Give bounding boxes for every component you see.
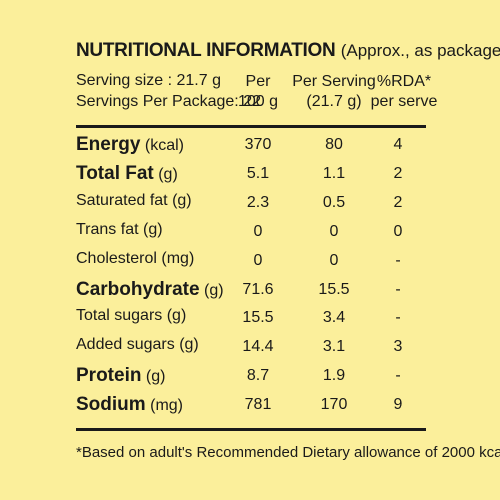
header-rda-line2: per serve bbox=[370, 93, 438, 110]
nutrient-per100-value: 0 bbox=[253, 222, 263, 240]
nutrient-label: Trans fat bbox=[76, 220, 139, 238]
servings-per-package: Servings Per Package: 22 bbox=[76, 93, 261, 110]
nutrient-serving-value: 0 bbox=[329, 251, 339, 269]
nutrient-name: Trans fat (g) bbox=[76, 221, 163, 239]
nutrient-unit: (mg) bbox=[150, 397, 184, 415]
nutrient-serving-value: 1.9 bbox=[322, 367, 346, 385]
nutrient-per100-value: 5.1 bbox=[246, 164, 270, 182]
nutrient-name: Total Fat (g) bbox=[76, 163, 178, 185]
title-bold: NUTRITIONAL INFORMATION bbox=[76, 40, 336, 61]
nutrient-name: Cholesterol (mg) bbox=[76, 250, 194, 268]
header-per-100g-line2: 100 g bbox=[237, 93, 279, 110]
nutrient-serving-value: 0 bbox=[329, 222, 339, 240]
nutrient-unit: (mg) bbox=[161, 249, 195, 267]
header-rda: %RDA* per serve bbox=[364, 72, 444, 112]
label-title: NUTRITIONAL INFORMATION (Approx., as pac… bbox=[76, 40, 500, 62]
nutrient-label: Total Fat bbox=[76, 162, 154, 184]
nutrient-serving-value: 170 bbox=[320, 396, 348, 414]
serving-size: Serving size : 21.7 g bbox=[76, 72, 221, 89]
nutrient-name: Added sugars (g) bbox=[76, 336, 199, 354]
header-per-serving-line2: (21.7 g) bbox=[306, 93, 362, 110]
nutrient-label: Carbohydrate bbox=[76, 278, 200, 300]
nutrient-rda-value: - bbox=[395, 280, 401, 298]
nutrient-per100-value: 15.5 bbox=[242, 309, 274, 327]
nutrient-label: Sodium bbox=[76, 394, 146, 416]
header-divider bbox=[76, 125, 426, 128]
nutrient-name: Protein (g) bbox=[76, 365, 165, 387]
nutrient-name: Total sugars (g) bbox=[76, 307, 186, 325]
nutrient-label: Saturated fat bbox=[76, 191, 168, 209]
nutrient-per100-value: 0 bbox=[253, 251, 263, 269]
title-note: (Approx., as packaged) bbox=[340, 41, 500, 60]
header-per-100g-line1: Per bbox=[245, 73, 271, 90]
nutrient-rda-value: 4 bbox=[393, 136, 403, 153]
nutrient-per100-value: 71.6 bbox=[242, 280, 274, 298]
footer-divider bbox=[76, 428, 426, 431]
nutrient-unit: (g) bbox=[143, 220, 163, 238]
nutrient-per100-value: 781 bbox=[244, 396, 272, 414]
nutrient-label: Cholesterol bbox=[76, 249, 157, 267]
header-rda-line1: %RDA* bbox=[376, 73, 432, 90]
nutrient-rda-value: 2 bbox=[393, 193, 403, 211]
nutrient-per100-value: 370 bbox=[244, 136, 272, 153]
nutrient-rda-value: 2 bbox=[393, 164, 403, 182]
rda-footnote: *Based on adult's Recommended Dietary al… bbox=[76, 444, 500, 461]
nutrient-serving-value: 3.1 bbox=[322, 338, 346, 356]
nutrient-label: Total sugars bbox=[76, 307, 163, 325]
nutrient-rda-value: - bbox=[395, 367, 401, 385]
nutrient-serving-value: 80 bbox=[325, 136, 343, 153]
nutrient-per100-value: 2.3 bbox=[246, 193, 270, 211]
header-per-serving-line1: Per Serving bbox=[292, 73, 376, 90]
nutrient-name: Saturated fat (g) bbox=[76, 192, 192, 210]
header-per-100g: Per 100 g bbox=[228, 72, 288, 112]
nutrient-rda-value: 9 bbox=[393, 396, 403, 414]
header-per-serving: Per Serving (21.7 g) bbox=[286, 72, 382, 112]
nutrient-rda-value: 3 bbox=[393, 338, 403, 356]
nutrient-label: Energy bbox=[76, 134, 141, 155]
nutrient-unit: (g) bbox=[166, 307, 187, 325]
nutrient-rda-value: 0 bbox=[393, 222, 403, 240]
nutrient-per100-value: 8.7 bbox=[246, 367, 270, 385]
nutrient-label: Added sugars bbox=[76, 336, 175, 354]
nutrient-unit: (g) bbox=[158, 165, 178, 183]
nutrient-unit: (g) bbox=[179, 336, 199, 354]
nutrient-serving-value: 15.5 bbox=[318, 280, 350, 298]
nutrient-unit: (kcal) bbox=[144, 137, 184, 154]
nutrient-serving-value: 3.4 bbox=[322, 309, 346, 327]
nutrient-rda-value: - bbox=[395, 251, 401, 269]
nutrient-rda-value: - bbox=[395, 309, 401, 327]
nutrient-name: Energy (kcal) bbox=[76, 134, 184, 156]
nutrient-label: Protein bbox=[76, 365, 142, 387]
nutrient-unit: (g) bbox=[203, 281, 224, 299]
nutrient-per100-value: 14.4 bbox=[242, 338, 274, 356]
nutrient-serving-value: 0.5 bbox=[322, 193, 346, 211]
nutrient-unit: (g) bbox=[172, 191, 192, 209]
nutrient-name: Sodium (mg) bbox=[76, 394, 183, 416]
nutrient-name: Carbohydrate (g) bbox=[76, 279, 224, 301]
nutrient-unit: (g) bbox=[145, 368, 166, 386]
nutrient-serving-value: 1.1 bbox=[322, 164, 346, 182]
